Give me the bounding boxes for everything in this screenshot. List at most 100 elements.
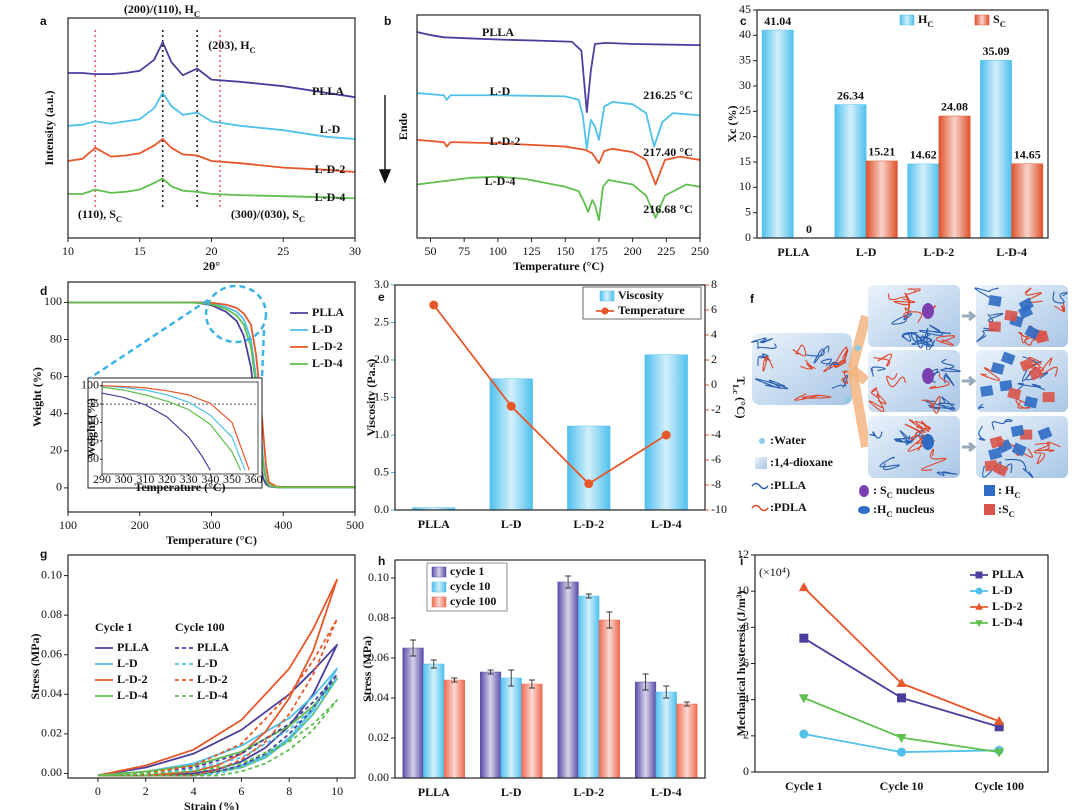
- chain: [1052, 291, 1068, 304]
- solution-box: [752, 333, 852, 405]
- annotation: (200)/(110), HC: [124, 2, 200, 19]
- state-box: [868, 350, 960, 412]
- x-tick-label: PLLA: [418, 785, 450, 799]
- x-tick-label: 10: [331, 784, 343, 798]
- x-tick-label: PLLA: [418, 517, 450, 531]
- bar: [500, 677, 522, 779]
- legend-swatch: [751, 504, 769, 512]
- series-label: L-D-4: [485, 174, 516, 188]
- value-label: 14.62: [910, 148, 937, 162]
- chain: [755, 378, 788, 390]
- y-tick-label: 35: [739, 52, 751, 66]
- point: [975, 620, 983, 628]
- y-tick-label: 0: [56, 480, 62, 494]
- legend-label: cycle 100: [450, 594, 496, 608]
- legend-label: PLLA: [992, 567, 1024, 581]
- y-axis-label: Endo: [396, 113, 410, 140]
- state-box: [868, 416, 960, 478]
- legend-swatch: [599, 290, 615, 302]
- legend-label: L-D-4: [992, 615, 1023, 629]
- annotation: 217.40 °C: [643, 145, 692, 159]
- chain: [974, 287, 999, 299]
- line: [97, 578, 338, 777]
- series-label: L-D-2: [315, 162, 346, 176]
- legend-label: L-D-2: [197, 672, 228, 686]
- legend-label: :Water: [770, 433, 807, 447]
- error-bar: [683, 701, 690, 707]
- plot-frame: [67, 281, 356, 513]
- chain: [831, 374, 849, 389]
- subscript: C: [927, 19, 933, 29]
- legend-label: :HC nucleus: [873, 502, 935, 519]
- chain: [1018, 325, 1033, 344]
- bar: [834, 104, 867, 239]
- line: [68, 301, 355, 489]
- subscript: C: [194, 9, 200, 19]
- line: [101, 392, 211, 471]
- x-tick-label: L-D-4: [651, 517, 682, 531]
- legend-label: HC: [918, 12, 934, 29]
- chain: [977, 403, 985, 410]
- point: [975, 571, 983, 579]
- y-axis-label: Mechanical hysteresis (J/m³): [734, 590, 748, 736]
- y-tick-label: 0.08: [41, 607, 62, 621]
- bar: [655, 691, 677, 779]
- chain: [929, 373, 950, 389]
- value-label: 24.08: [941, 100, 968, 114]
- x-tick-label: L-D-4: [996, 245, 1027, 259]
- error-bar: [606, 611, 613, 629]
- y-tick-label: 0: [743, 764, 749, 778]
- annotation: (110), SC: [78, 207, 122, 224]
- x-tick-label: 10: [62, 244, 74, 258]
- chain: [879, 456, 900, 471]
- bar: [676, 703, 698, 779]
- y-tick-label: 100: [44, 294, 62, 308]
- chain: [936, 471, 958, 476]
- y2-tick-label: 0: [711, 377, 717, 391]
- line: [68, 41, 356, 99]
- y-axis-label: Viscosity (Pa.s): [364, 359, 378, 437]
- x-tick-label: 290: [93, 472, 111, 486]
- subscript: C: [1014, 490, 1020, 500]
- series-label: PLLA: [312, 84, 344, 98]
- y-tick-label: 2: [743, 728, 749, 742]
- y-tick-label: 0.5: [374, 464, 389, 478]
- y-tick-label: 20: [739, 128, 751, 142]
- x-tick-label: 125: [523, 244, 541, 258]
- bar: [578, 595, 600, 779]
- y-tick-label: 1.0: [374, 427, 389, 441]
- error-bar: [487, 669, 494, 675]
- crystal: [988, 321, 1001, 332]
- crystal: [1037, 426, 1053, 441]
- error-bar: [430, 659, 437, 669]
- point: [799, 729, 809, 739]
- legend-box: [426, 562, 508, 612]
- y-tick-label: 25: [739, 103, 751, 117]
- text-part: :S: [998, 502, 1009, 516]
- chain: [1054, 301, 1066, 312]
- plot-frame: [67, 17, 356, 239]
- chain: [935, 335, 956, 346]
- x-axis-label: Strain (%): [184, 799, 239, 810]
- x-tick-label: 50: [424, 244, 436, 258]
- line: [101, 385, 250, 471]
- error-bar: [410, 639, 417, 657]
- y-tick-label: 5: [745, 204, 751, 218]
- bar: [598, 619, 620, 779]
- series-label: L-D: [320, 122, 341, 136]
- x-tick-label: 350: [223, 472, 241, 486]
- crystal: [1007, 387, 1022, 401]
- x-tick-label: 310: [136, 472, 154, 486]
- line: [416, 31, 701, 113]
- water-dot: [845, 397, 851, 403]
- series-label: L-D: [490, 84, 511, 98]
- legend-label: L-D-4: [117, 688, 148, 702]
- axis-multiplier: (×10⁴): [759, 565, 790, 579]
- bar: [480, 671, 502, 779]
- x-tick-label: L-D-2: [924, 245, 955, 259]
- y-tick-label: 45: [739, 2, 751, 16]
- x-tick-label: L-D-2: [573, 785, 604, 799]
- chain: [991, 419, 1013, 430]
- legend-label: L-D-2: [117, 672, 148, 686]
